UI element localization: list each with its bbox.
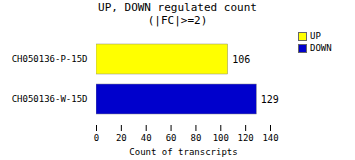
svg-text:20: 20 xyxy=(116,133,127,143)
svg-text:106: 106 xyxy=(232,54,250,65)
svg-text:0: 0 xyxy=(94,133,99,143)
html-text:UP: UP xyxy=(310,31,321,41)
svg-text:Count of transcripts: Count of transcripts xyxy=(129,147,237,157)
html-text:(|FC|>=2): (|FC|>=2) xyxy=(147,14,208,27)
svg-text:80: 80 xyxy=(191,133,202,143)
svg-text:129: 129 xyxy=(261,94,279,105)
html-text:DOWN: DOWN xyxy=(310,43,332,53)
svg-text:CH050136-P-15D: CH050136-P-15D xyxy=(12,54,88,64)
svg-text:120: 120 xyxy=(238,133,254,143)
svg-text:CH050136-W-15D: CH050136-W-15D xyxy=(12,94,88,104)
svg-text:100: 100 xyxy=(213,133,229,143)
html-text:UP, DOWN regulated count: UP, DOWN regulated count xyxy=(98,1,257,14)
svg-text:140: 140 xyxy=(262,133,278,143)
svg-text:60: 60 xyxy=(166,133,177,143)
svg-text:40: 40 xyxy=(141,133,152,143)
